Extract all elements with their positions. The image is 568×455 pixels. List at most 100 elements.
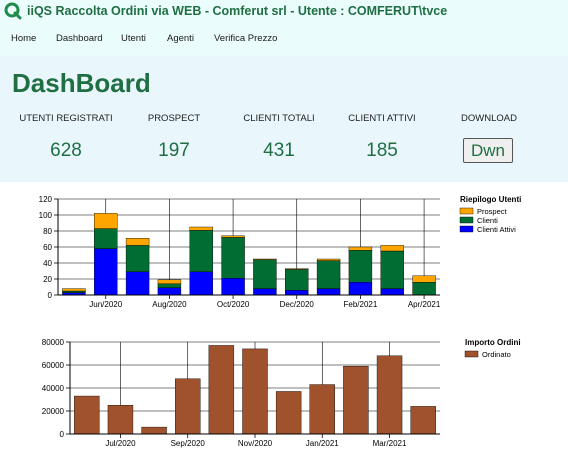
bar-clienti-attivi-jun-2020 <box>94 248 118 296</box>
legend-label-ordinato: Ordinato <box>482 350 511 359</box>
bar-clienti-may-2020 <box>62 290 86 293</box>
x-tick-label: Dec/2020 <box>280 300 315 309</box>
legend-title: Importo Ordini <box>465 338 521 347</box>
app-title: iiQS Raccolta Ordini via WEB - Comferut … <box>27 4 448 18</box>
chart-importo-ordini: 0 20000 40000 60000 80000 Jul/2020 Sep/2020 Nov… <box>0 332 568 455</box>
y-tick-label: 120 <box>39 195 53 204</box>
x-tick-label: Feb/2021 <box>344 300 378 309</box>
orders-bar-chart: 0 20000 40000 60000 80000 Jul/2020 Sep/2020 Nov… <box>42 338 521 448</box>
bar-ordinato-nov-2020 <box>242 348 268 435</box>
bar-clienti-feb-2021 <box>348 249 373 283</box>
bar-clienti-attivi-mar-2021 <box>380 288 404 296</box>
bar-clienti-attivi-jul-2020 <box>125 271 150 296</box>
bar-prospect-may-2020 <box>62 288 86 292</box>
x-tick-label: Sep/2020 <box>171 439 206 448</box>
x-tick-label: Aug/2020 <box>152 300 187 309</box>
bar-ordinato-mar-2021 <box>376 355 403 435</box>
y-tick-label: 20 <box>43 275 52 284</box>
bar-prospect-jan-2021 <box>316 258 341 261</box>
stat-label-utenti-registrati: UTENTI REGISTRATI <box>19 113 113 124</box>
bar-ordinato-oct-2020 <box>208 345 235 435</box>
nav-item-utenti[interactable]: Utenti <box>121 33 146 44</box>
bar-clienti-attivi-sep-2020 <box>189 271 213 296</box>
bar-ordinato-dec-2020 <box>275 391 302 435</box>
bar-clienti-apr-2021 <box>412 281 436 296</box>
y-tick-label: 80000 <box>42 338 65 347</box>
y-tick-label: 100 <box>39 211 53 220</box>
bar-clienti-attivi-feb-2021 <box>348 281 373 296</box>
y-tick-label: 80 <box>43 227 52 236</box>
y-tick-label: 0 <box>60 430 65 439</box>
bar-clienti-aug-2020 <box>157 283 182 289</box>
bar-clienti-jan-2021 <box>316 260 341 289</box>
bar-clienti-sep-2020 <box>189 230 213 272</box>
y-tick-label: 40000 <box>42 384 65 393</box>
x-tick-label: Apr/2021 <box>408 300 441 309</box>
nav-item-agenti[interactable]: Agenti <box>167 33 194 44</box>
bar-clienti-oct-2020 <box>221 237 245 279</box>
bar-ordinato-sep-2020 <box>175 378 201 435</box>
bar-ordinato-jan-2021 <box>309 384 335 435</box>
bar-ordinato-jul-2020 <box>107 405 134 435</box>
bar-clienti-attivi-dec-2020 <box>285 289 309 296</box>
bar-clienti-attivi-nov-2020 <box>253 288 277 296</box>
legend-swatch-prospect <box>459 207 474 215</box>
users-stacked-bar-chart: 0 20 40 60 80 100 120 Jun/2020 Aug/2020 Oct/2020 D… <box>39 195 522 309</box>
bar-ordinato-aug-2020 <box>141 426 167 435</box>
legend-swatch-clienti-attivi <box>459 225 474 233</box>
bar-ordinato-feb-2021 <box>343 365 369 435</box>
title-bar: iiQS Raccolta Ordini via WEB - Comferut … <box>0 0 568 22</box>
stat-value-utenti-registrati: 628 <box>50 140 82 161</box>
nav-item-dashboard[interactable]: Dashboard <box>56 33 103 44</box>
bar-clienti-jul-2020 <box>125 245 150 273</box>
download-button[interactable]: Dwn <box>463 138 513 163</box>
legend-label-clienti: Clienti <box>477 216 498 225</box>
bar-prospect-oct-2020 <box>221 235 245 238</box>
stat-label-clienti-attivi: CLIENTI ATTIVI <box>348 113 416 124</box>
x-tick-label: Jan/2021 <box>306 439 339 448</box>
y-tick-label: 40 <box>43 259 52 268</box>
stat-value-prospect: 197 <box>158 140 190 161</box>
bar-clienti-attivi-oct-2020 <box>221 277 245 296</box>
bar-prospect-mar-2021 <box>380 245 404 252</box>
bar-prospect-dec-2020 <box>285 268 309 270</box>
bar-prospect-nov-2020 <box>253 258 277 261</box>
stat-label-clienti-totali: CLIENTI TOTALI <box>243 113 315 124</box>
legend-title: Riepilogo Utenti <box>460 195 521 204</box>
bar-ordinato-apr-2021 <box>410 406 436 435</box>
y-tick-label: 60000 <box>42 361 65 370</box>
bar-clienti-nov-2020 <box>253 259 277 289</box>
y-tick-label: 60 <box>43 243 52 252</box>
x-tick-label: Nov/2020 <box>238 439 273 448</box>
x-tick-label: Jul/2020 <box>105 439 136 448</box>
legend-swatch-ordinato <box>464 350 479 358</box>
bar-ordinato-jun-2020 <box>74 395 100 435</box>
bar-clienti-dec-2020 <box>285 269 309 291</box>
y-tick-label: 20000 <box>42 407 65 416</box>
stat-value-clienti-attivi: 185 <box>366 140 398 161</box>
legend-swatch-clienti <box>459 216 474 224</box>
legend-label-clienti-attivi: Clienti Attivi <box>477 225 516 234</box>
nav-item-home[interactable]: Home <box>11 33 37 44</box>
bar-prospect-jul-2020 <box>125 238 150 246</box>
bar-prospect-jun-2020 <box>94 213 118 229</box>
bar-clienti-attivi-aug-2020 <box>157 287 182 296</box>
bar-clienti-attivi-jan-2021 <box>316 288 341 296</box>
download-label: DOWNLOAD <box>461 113 517 124</box>
stat-label-prospect: PROSPECT <box>147 113 201 124</box>
main-nav: Home Dashboard Utenti Agenti Verifica Pr… <box>0 22 568 56</box>
x-tick-label: Oct/2020 <box>217 300 250 309</box>
nav-item-verifica-prezzo[interactable]: Verifica Prezzo <box>214 33 278 44</box>
legend-label-prospect: Prospect <box>477 207 508 216</box>
bar-prospect-apr-2021 <box>412 275 436 283</box>
bar-prospect-sep-2020 <box>189 226 213 231</box>
app-logo-icon <box>4 2 22 20</box>
bar-prospect-feb-2021 <box>348 246 373 251</box>
bar-prospect-aug-2020 <box>157 279 182 285</box>
page-title: DashBoard <box>12 68 151 98</box>
bar-clienti-jun-2020 <box>94 228 118 249</box>
y-tick-label: 0 <box>48 291 53 300</box>
x-tick-label: Mar/2021 <box>373 439 407 448</box>
dashboard-panel: DashBoard UTENTI REGISTRATI 628 PROSPECT… <box>0 56 568 182</box>
chart-riepilogo-utenti: 0 20 40 60 80 100 120 Jun/2020 Aug/2020 Oct/2020 D… <box>0 186 568 316</box>
